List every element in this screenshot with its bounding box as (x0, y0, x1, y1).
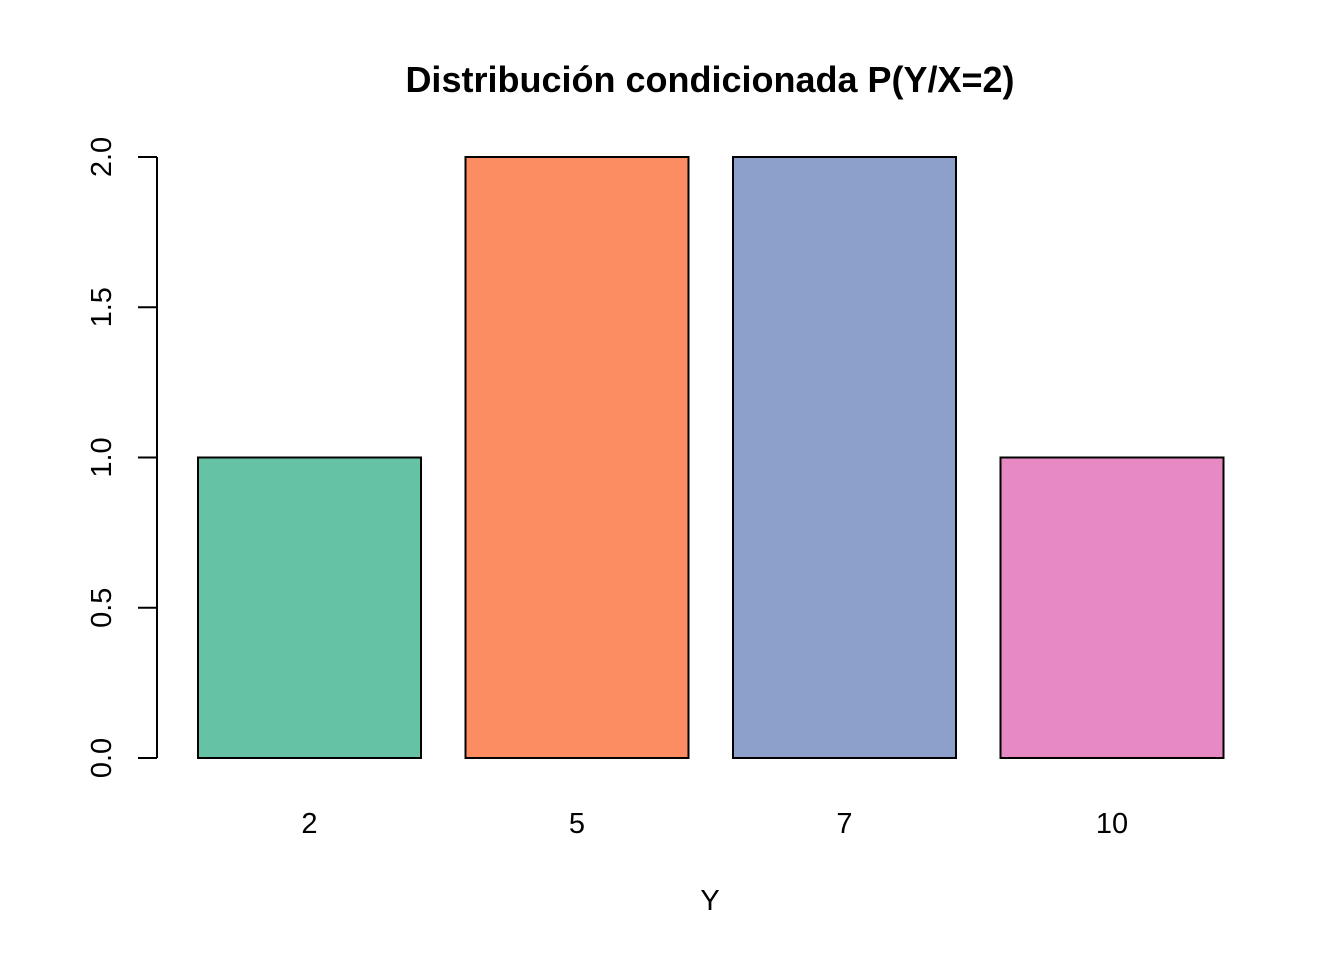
x-tick-label: 5 (569, 808, 585, 840)
bar-2 (197, 456, 422, 759)
x-tick-label: 2 (301, 808, 317, 840)
bars-group (197, 156, 1225, 759)
bar-10 (999, 456, 1225, 759)
x-axis-label: Y (700, 885, 719, 917)
y-tick-label: 1.5 (86, 287, 118, 327)
y-tick-label: 0.0 (86, 738, 118, 778)
y-tick-label: 1.0 (86, 437, 118, 477)
chart-title: Distribución condicionada P(Y/X=2) (405, 59, 1014, 100)
bar-7 (732, 156, 957, 759)
bar-5 (464, 156, 690, 759)
y-axis: 0.0 0.5 1.0 1.5 2.0 (86, 137, 158, 778)
y-tick-label: 2.0 (86, 137, 118, 177)
y-tick-label: 0.5 (86, 588, 118, 628)
x-axis-labels: 2 5 7 10 (301, 808, 1128, 840)
x-tick-label: 10 (1096, 808, 1128, 840)
x-tick-label: 7 (836, 808, 852, 840)
